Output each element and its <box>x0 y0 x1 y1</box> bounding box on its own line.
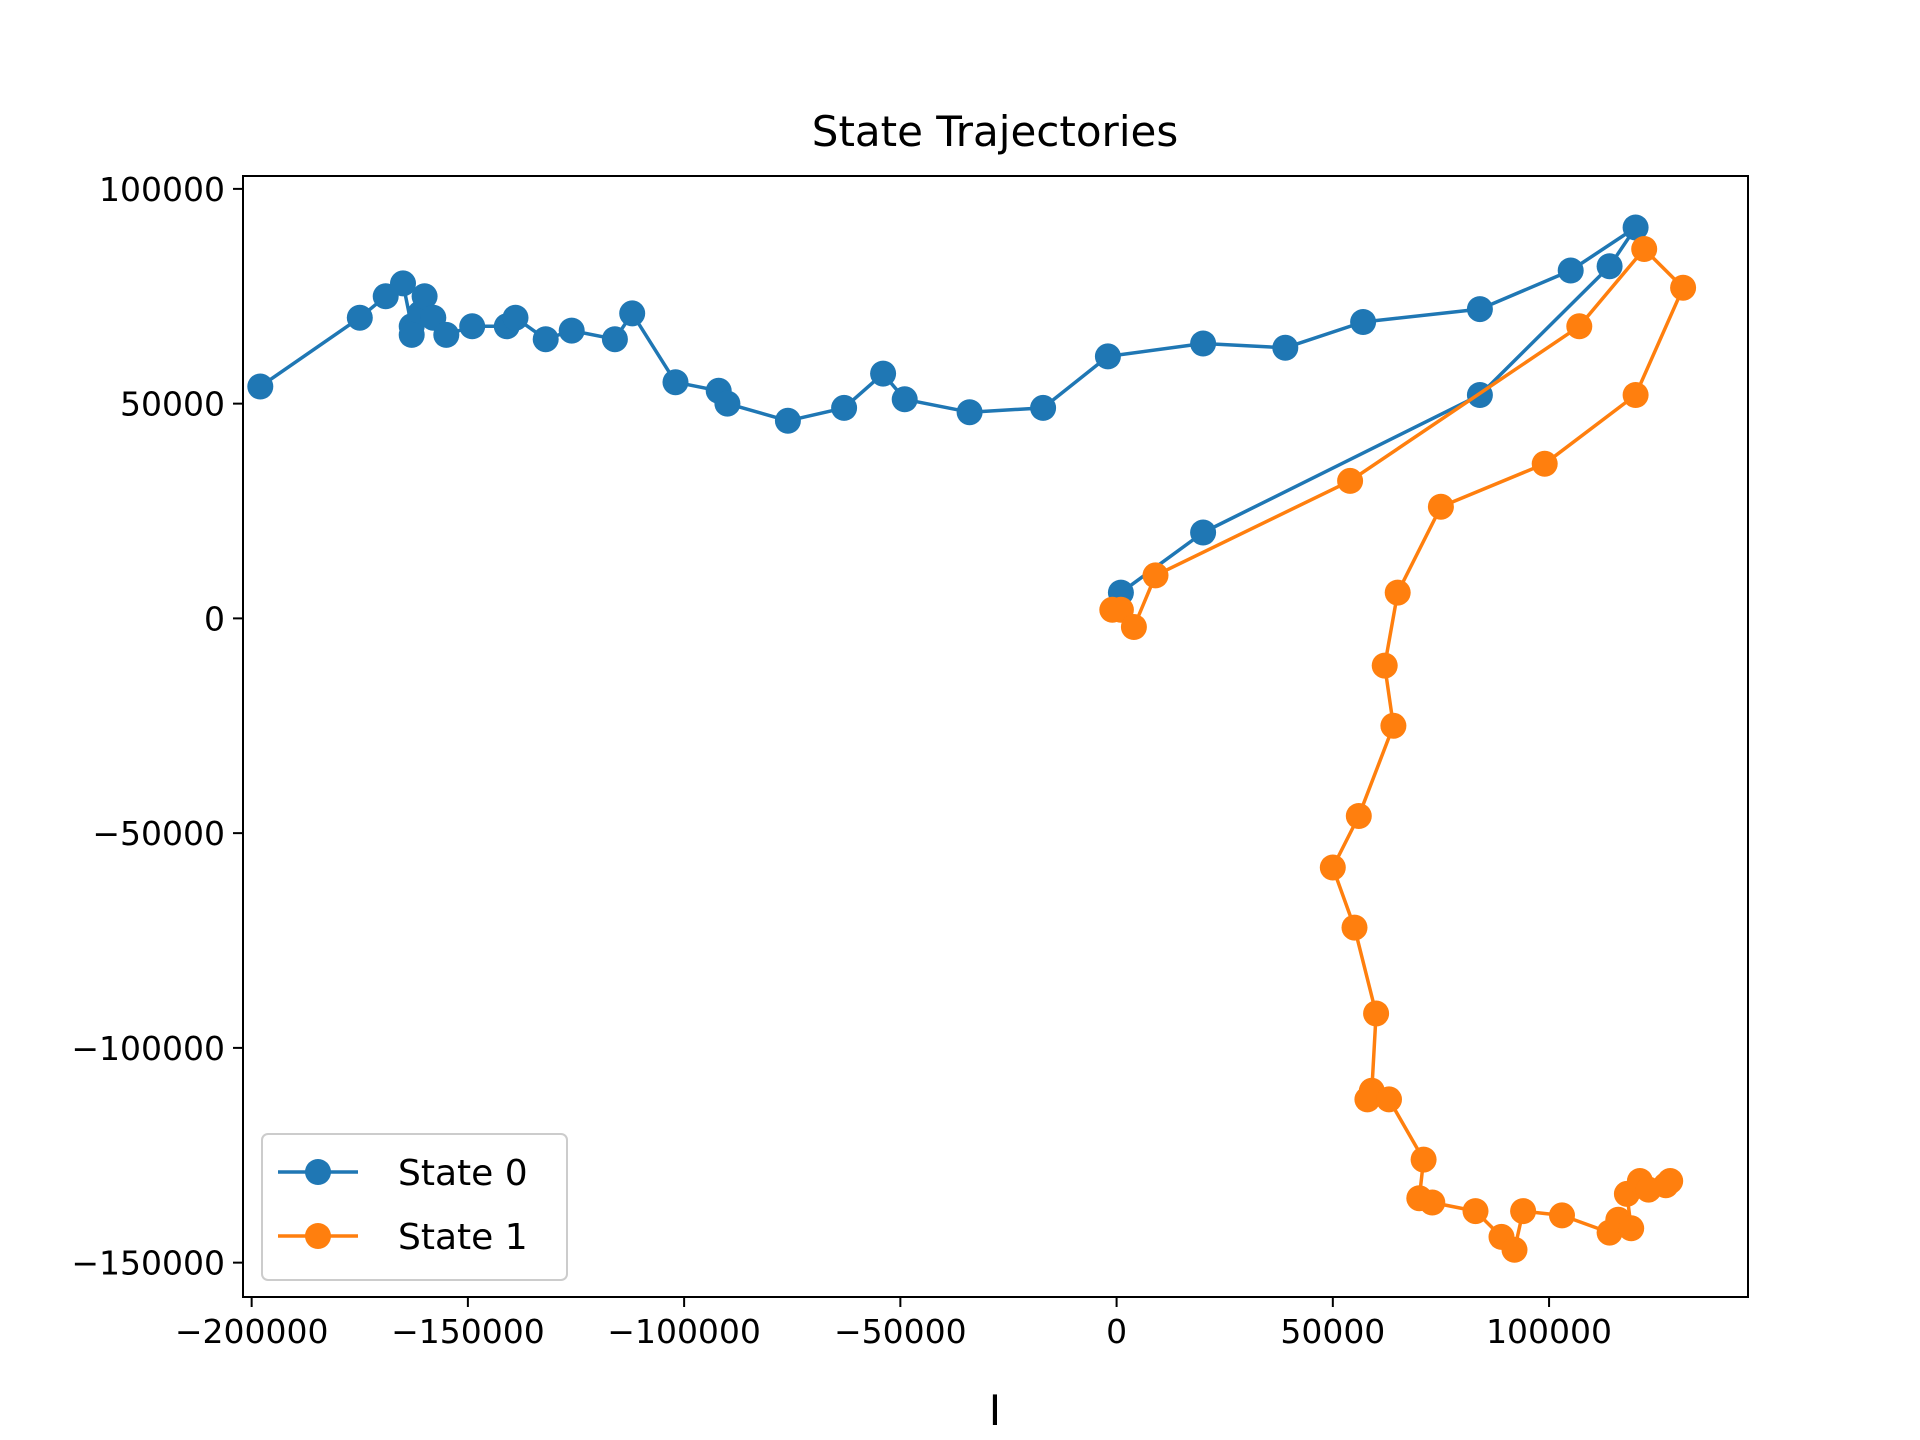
y-tick-label: 50000 <box>120 385 225 424</box>
series-0-point <box>1190 519 1217 546</box>
series-1-point <box>1622 382 1649 408</box>
y-tick-label: 0 <box>204 599 225 638</box>
x-tick-label: 0 <box>1106 1312 1127 1351</box>
series-0-point <box>956 399 983 426</box>
series-1-point <box>1427 493 1454 520</box>
legend-marker <box>305 1223 331 1249</box>
series-1-point <box>1380 712 1407 739</box>
series-0-point <box>1350 309 1377 335</box>
series-0-point <box>1094 343 1121 370</box>
series-0-point <box>532 326 559 353</box>
series-1-point <box>1419 1189 1446 1216</box>
series-0-point <box>774 407 801 434</box>
legend-item-1: State 1 <box>278 1217 528 1258</box>
series-0-point <box>831 394 858 421</box>
series-1-point <box>1531 450 1558 477</box>
series-1-point <box>1549 1202 1575 1229</box>
x-axis: −200000 −150000 −100000 −50000 0 50000 100000 <box>175 1297 1612 1351</box>
series-1-point <box>1566 313 1593 340</box>
plot-area <box>247 214 1697 1263</box>
series-0-point <box>1272 334 1299 361</box>
series-1-point <box>1371 652 1398 679</box>
series-0-point <box>662 369 689 396</box>
series-0-point <box>390 270 416 297</box>
y-tick-label: 100000 <box>99 170 225 209</box>
series-0-point <box>398 321 425 348</box>
series-1-point <box>1510 1198 1537 1225</box>
series-0-point <box>558 317 585 344</box>
series-1-point <box>1120 614 1147 640</box>
chart-title: State Trajectories <box>812 107 1178 156</box>
series-1-point <box>1462 1198 1489 1225</box>
series-1-point <box>1363 1000 1390 1027</box>
series-1-point <box>1501 1236 1528 1263</box>
series-0-line <box>259 225 1638 595</box>
legend-item-0: State 0 <box>278 1153 528 1194</box>
x-tick-label: −50000 <box>834 1312 967 1351</box>
x-axis-label: I <box>989 1386 1001 1435</box>
series-0-point <box>1466 296 1493 323</box>
series-0-point <box>411 283 438 310</box>
legend-label: State 1 <box>398 1217 528 1258</box>
x-tick-label: −100000 <box>607 1312 761 1351</box>
series-0-point <box>1557 257 1584 284</box>
series-1-point <box>1631 236 1658 262</box>
y-tick-label: −150000 <box>71 1244 225 1283</box>
series-1 <box>1099 236 1697 1263</box>
series-1-point <box>1652 1172 1679 1199</box>
series-0-point <box>1596 253 1623 280</box>
y-tick-label: −50000 <box>92 814 225 853</box>
series-0-point <box>1622 214 1649 241</box>
legend-marker <box>305 1159 331 1185</box>
series-1-point <box>1337 467 1364 494</box>
series-0-point <box>891 386 918 413</box>
series-1-point <box>1670 274 1697 301</box>
x-tick-label: 50000 <box>1280 1312 1385 1351</box>
series-0-point <box>1190 330 1217 357</box>
series-1-point <box>1384 579 1411 606</box>
series-0-point <box>601 326 628 353</box>
series-1-point <box>1319 854 1346 881</box>
y-axis: −150000 −100000 −50000 0 50000 100000 <box>71 170 243 1283</box>
series-1-point <box>1142 562 1169 589</box>
x-tick-label: 100000 <box>1486 1312 1612 1351</box>
series-0-point <box>247 373 274 400</box>
series-0-point <box>1030 394 1057 421</box>
series-1-point <box>1354 1086 1381 1113</box>
x-tick-label: −200000 <box>175 1312 329 1351</box>
series-0-point <box>714 390 741 417</box>
series-0-point <box>870 360 897 387</box>
x-tick-label: −150000 <box>391 1312 545 1351</box>
series-1-point <box>1618 1215 1645 1242</box>
series-0-point <box>433 321 460 348</box>
legend: State 0 State 1 <box>261 1133 568 1281</box>
legend-label: State 0 <box>398 1153 528 1194</box>
series-1-point <box>1410 1146 1437 1173</box>
series-0-point <box>502 304 529 331</box>
series-0-point <box>619 300 646 327</box>
y-tick-label: −100000 <box>71 1029 225 1068</box>
series-0-point <box>346 304 373 331</box>
plot-frame <box>242 175 1749 1298</box>
series-1-point <box>1341 914 1368 941</box>
series-1-point <box>1345 803 1372 829</box>
series-1-point <box>1376 1086 1402 1113</box>
series-0-point <box>459 313 486 340</box>
series-0 <box>247 214 1649 606</box>
